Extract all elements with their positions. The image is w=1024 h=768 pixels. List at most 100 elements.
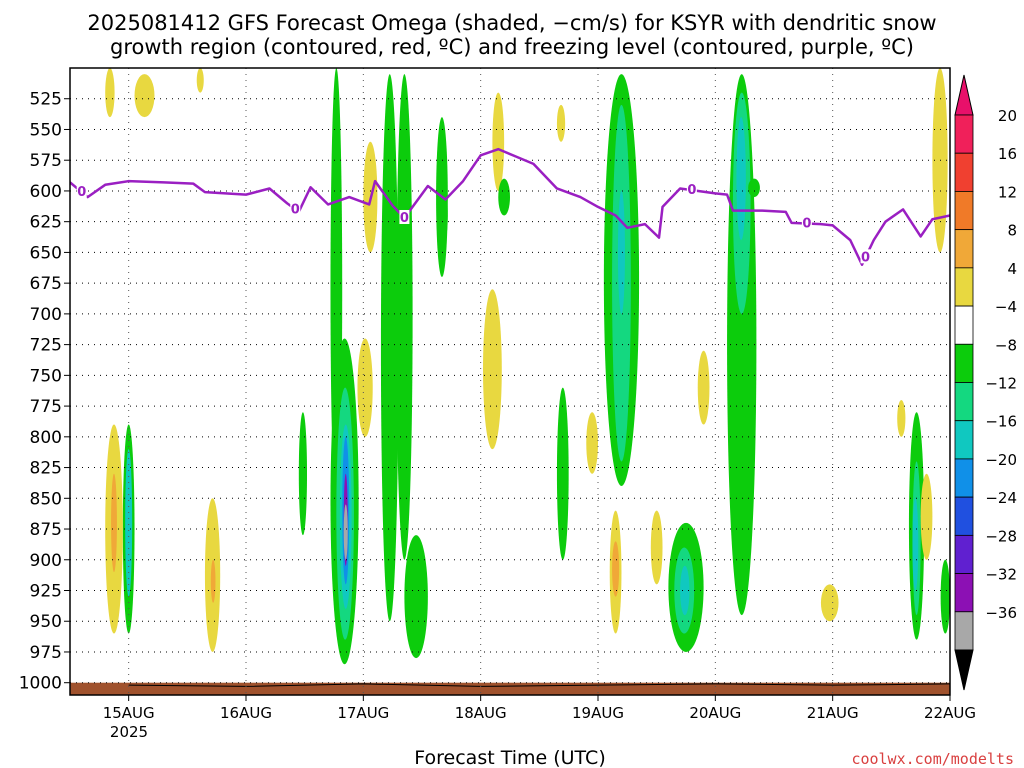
omega-blob-2 bbox=[196, 68, 204, 93]
colorbar-swatch-3 bbox=[954, 229, 974, 269]
y-tick-label-900: 900 bbox=[30, 551, 62, 571]
omega-blob-16 bbox=[343, 504, 348, 560]
omega-blob-45 bbox=[940, 559, 950, 634]
y-tick-label-750: 750 bbox=[30, 366, 62, 386]
y-tick-label-825: 825 bbox=[30, 459, 62, 479]
colorbar-label-9: −20 bbox=[985, 451, 1017, 469]
colorbar-label-0: 20 bbox=[998, 107, 1017, 125]
omega-shading bbox=[105, 68, 950, 665]
freezing-level-contour: 0 0 0 0 0 0 bbox=[70, 147, 950, 266]
omega-blob-36 bbox=[736, 117, 746, 241]
omega-blob-38 bbox=[748, 178, 760, 198]
freezing-level-label-0: 0 bbox=[77, 185, 86, 200]
omega-blob-37 bbox=[697, 350, 710, 425]
omega-blob-30 bbox=[612, 541, 620, 597]
omega-blob-49 bbox=[586, 412, 599, 474]
freezing-level-label-1: 0 bbox=[291, 202, 300, 217]
y-tick-label-1000: 1000 bbox=[19, 674, 62, 694]
colorbar-label-3: 8 bbox=[1007, 222, 1017, 240]
omega-blob-46 bbox=[820, 584, 839, 622]
colorbar-swatch-5 bbox=[954, 305, 974, 345]
colorbar-swatch-10 bbox=[954, 496, 974, 536]
colorbar-swatch-8 bbox=[954, 420, 974, 460]
x-tick-label-4: 19AUG bbox=[572, 704, 624, 722]
colorbar-swatch-9 bbox=[954, 458, 974, 498]
chart-title-line-2: growth region (contoured, red, ºC) and f… bbox=[110, 35, 914, 59]
freezing-level-line bbox=[70, 147, 950, 266]
y-tick-label-725: 725 bbox=[30, 336, 62, 356]
omega-blob-28 bbox=[617, 190, 625, 314]
colorbar-label-7: −12 bbox=[985, 375, 1017, 393]
omega-blob-25 bbox=[556, 387, 569, 560]
omega-blob-24 bbox=[404, 535, 428, 659]
freezing-level-label-4: 0 bbox=[802, 217, 811, 232]
y-tick-label-925: 925 bbox=[30, 582, 62, 602]
omega-blob-0 bbox=[134, 74, 155, 118]
y-tick-label-600: 600 bbox=[30, 182, 62, 202]
colorbar-label-6: −8 bbox=[995, 336, 1017, 354]
y-tick-label-950: 950 bbox=[30, 612, 62, 632]
y-tick-label-575: 575 bbox=[30, 151, 62, 171]
omega-blob-23 bbox=[298, 412, 308, 536]
plot-frame bbox=[69, 67, 951, 696]
colorbar-swatch-7 bbox=[954, 382, 974, 422]
x-year-label: 2025 bbox=[110, 723, 148, 741]
omega-blob-50 bbox=[650, 510, 663, 585]
colorbar-swatch-12 bbox=[954, 573, 974, 613]
colorbar-swatch-2 bbox=[954, 191, 974, 231]
colorbar-bottom-arrow bbox=[954, 649, 974, 691]
y-tick-label-625: 625 bbox=[30, 213, 62, 233]
surface-outline bbox=[128, 683, 950, 687]
freezing-label-bg-0 bbox=[76, 184, 87, 199]
colorbar: 20 16 12 8 4 −4 −8 −12 −16 −20 −24 −28 −32 −36 bbox=[954, 74, 1017, 691]
colorbar-swatch-11 bbox=[954, 534, 974, 574]
plot-background bbox=[70, 68, 950, 695]
colorbar-swatch-1 bbox=[954, 152, 974, 192]
colorbar-label-10: −24 bbox=[985, 489, 1017, 507]
omega-blob-7 bbox=[492, 92, 505, 191]
x-tick-label-1: 16AUG bbox=[220, 704, 272, 722]
y-tick-label-650: 650 bbox=[30, 243, 62, 263]
y-tick-label-550: 550 bbox=[30, 120, 62, 140]
omega-blob-5 bbox=[396, 74, 413, 560]
colorbar-swatch-0 bbox=[954, 114, 974, 154]
colorbar-label-8: −16 bbox=[985, 413, 1017, 431]
omega-blob-1 bbox=[105, 68, 115, 118]
omega-blob-10 bbox=[357, 338, 373, 437]
omega-blob-47 bbox=[498, 178, 510, 216]
colorbar-swatch-13 bbox=[954, 611, 974, 651]
y-tick-label-975: 975 bbox=[30, 643, 62, 663]
omega-blob-20 bbox=[111, 473, 117, 573]
x-tick-label-7: 22AUG bbox=[924, 704, 976, 722]
credit-text: coolwx.com/modelts bbox=[851, 750, 1014, 768]
x-tick-label-0: 15AUG bbox=[103, 704, 155, 722]
colorbar-swatch-6 bbox=[954, 343, 974, 383]
y-tick-label-700: 700 bbox=[30, 305, 62, 325]
colorbar-label-5: −4 bbox=[995, 298, 1017, 316]
freezing-level-label-2: 0 bbox=[400, 211, 409, 226]
freezing-label-bg-3 bbox=[686, 182, 697, 197]
y-tick-label-875: 875 bbox=[30, 520, 62, 540]
x-tick-label-6: 21AUG bbox=[807, 704, 859, 722]
y-tick-label-525: 525 bbox=[30, 90, 62, 110]
omega-blob-18 bbox=[125, 449, 133, 597]
freezing-level-label-3: 0 bbox=[687, 183, 696, 198]
x-tick-label-3: 18AUG bbox=[455, 704, 507, 722]
y-tick-label-775: 775 bbox=[30, 397, 62, 417]
colorbar-label-4: 4 bbox=[1007, 260, 1017, 278]
colorbar-label-12: −32 bbox=[985, 566, 1017, 584]
colorbar-swatch-4 bbox=[954, 267, 974, 307]
y-axis-ticks: 525 550 575 600 625 650 675 700 725 750 775 800 825 8… bbox=[19, 90, 70, 694]
omega-blob-44 bbox=[920, 473, 933, 560]
colorbar-label-11: −28 bbox=[985, 527, 1017, 545]
colorbar-label-1: 16 bbox=[998, 145, 1017, 163]
freezing-label-bg-4 bbox=[801, 215, 812, 230]
omega-blob-22 bbox=[210, 559, 216, 603]
x-axis-title: Forecast Time (UTC) bbox=[414, 747, 605, 768]
freezing-label-bg-5 bbox=[860, 249, 871, 264]
y-tick-label-675: 675 bbox=[30, 274, 62, 294]
x-tick-label-2: 17AUG bbox=[337, 704, 389, 722]
y-tick-label-800: 800 bbox=[30, 428, 62, 448]
x-tick-label-5: 20AUG bbox=[689, 704, 741, 722]
